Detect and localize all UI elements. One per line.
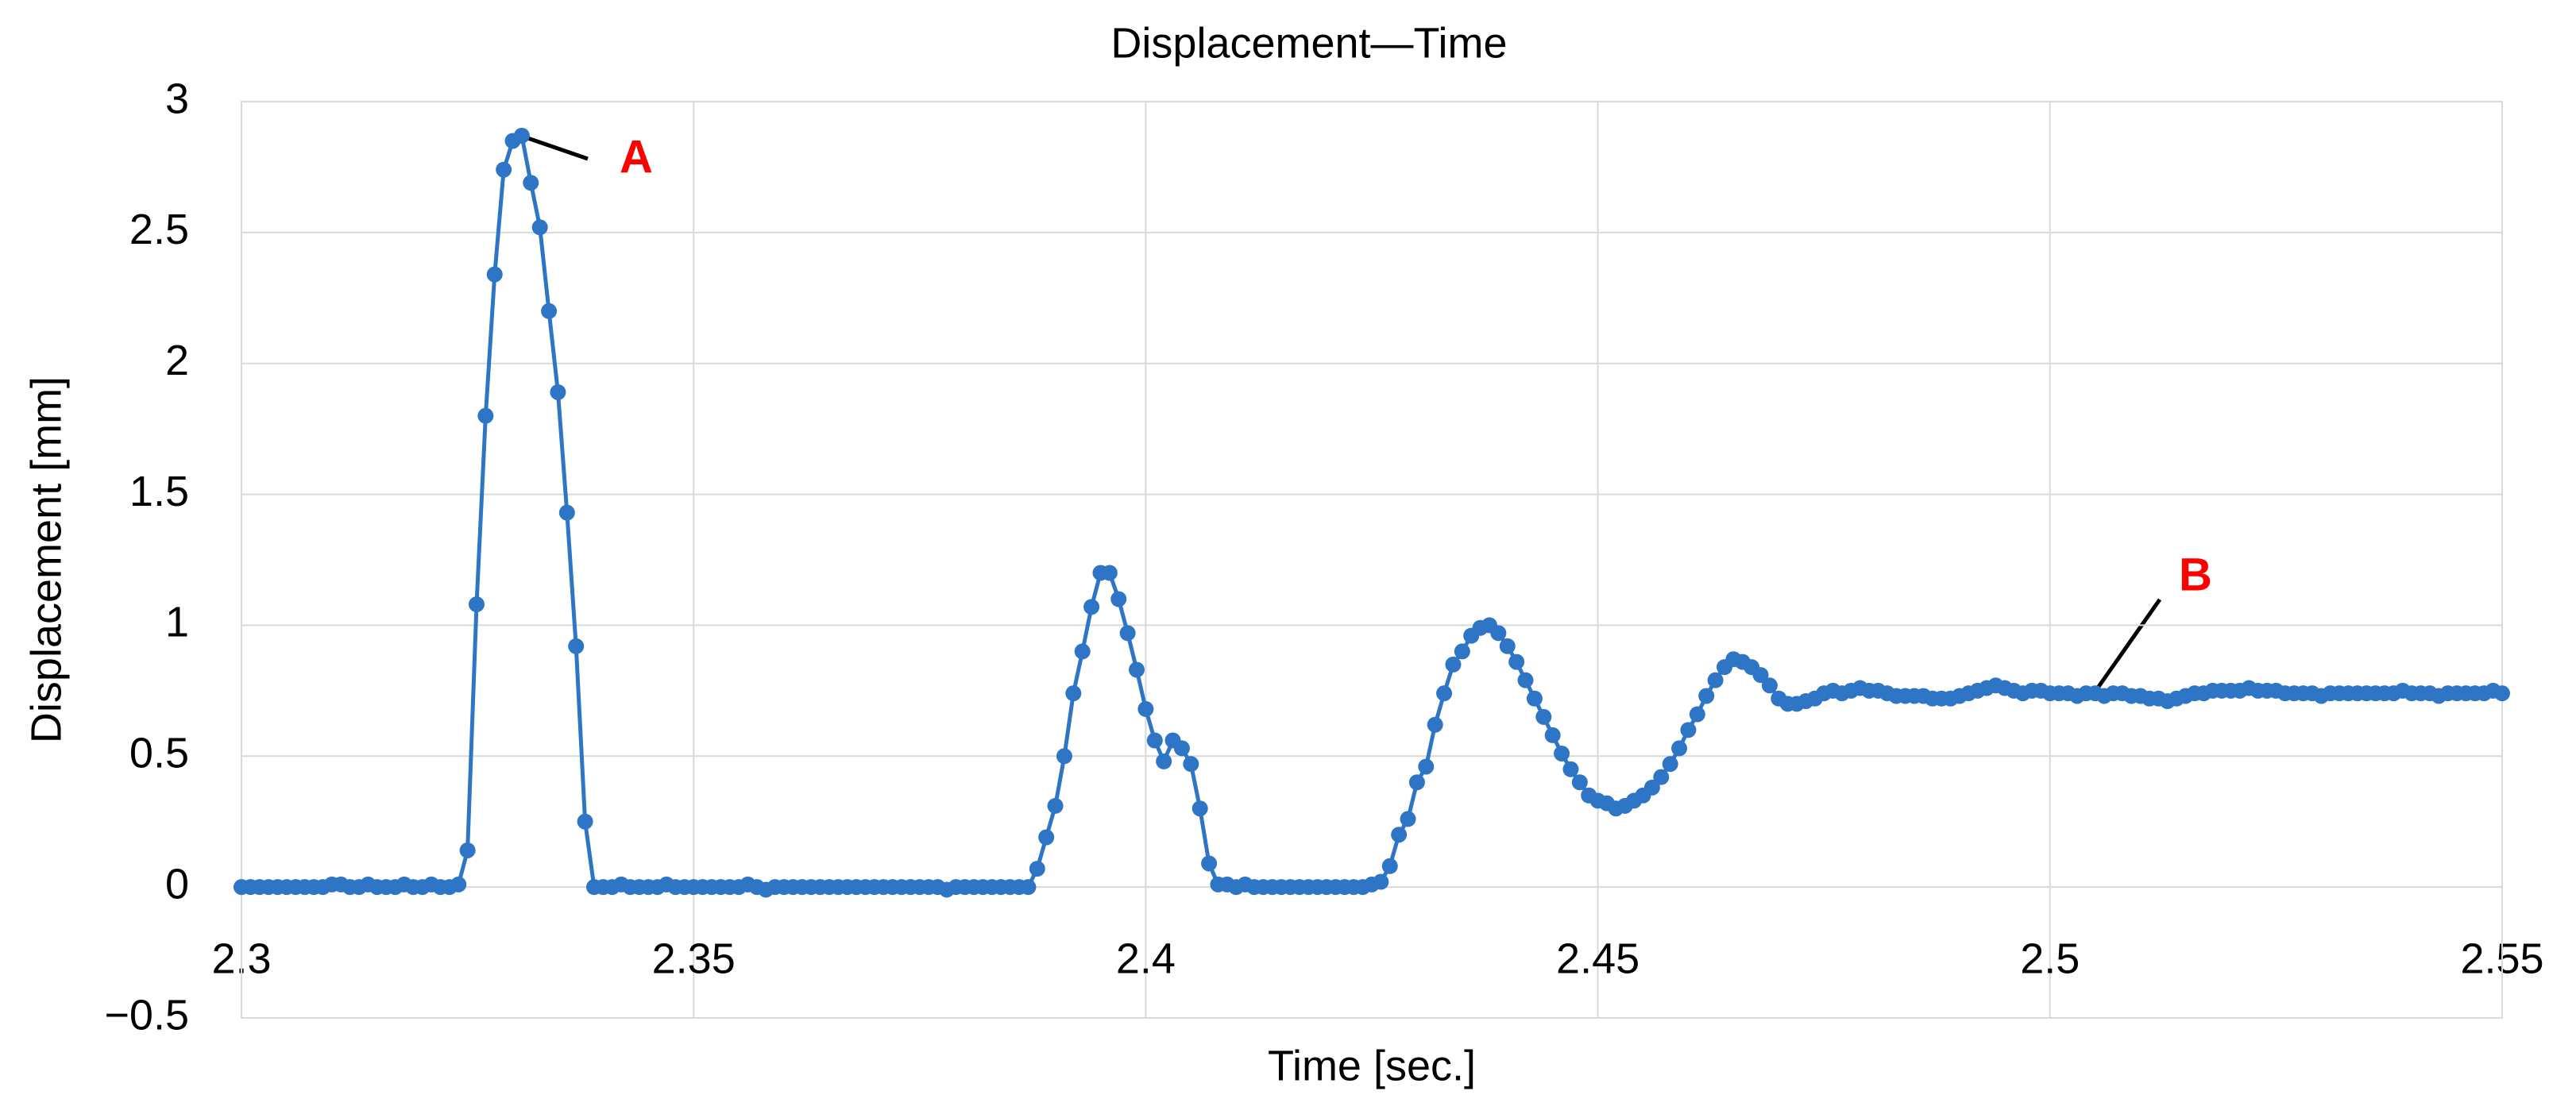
data-point bbox=[541, 303, 558, 319]
data-point bbox=[1056, 748, 1072, 765]
x-tick-label: 2.45 bbox=[1556, 935, 1639, 982]
data-point bbox=[1373, 873, 1389, 890]
data-point bbox=[1129, 661, 1145, 678]
y-tick-label: 0 bbox=[165, 860, 189, 908]
data-point bbox=[550, 384, 566, 400]
y-tick-label: 0.5 bbox=[129, 730, 189, 777]
x-axis-title: Time [sec.] bbox=[1268, 1042, 1476, 1089]
data-point bbox=[1183, 756, 1199, 773]
data-point bbox=[1408, 774, 1425, 791]
data-point bbox=[1201, 855, 1218, 872]
data-point bbox=[1662, 756, 1678, 773]
y-axis-title: Displacement [mm] bbox=[22, 376, 70, 743]
data-point bbox=[1381, 858, 1398, 874]
data-point bbox=[1671, 740, 1688, 757]
data-point bbox=[1146, 732, 1163, 749]
data-point bbox=[1571, 774, 1588, 791]
data-point bbox=[1156, 753, 1172, 769]
x-tick-label: 2.35 bbox=[652, 935, 736, 982]
data-point bbox=[1418, 758, 1435, 775]
y-tick-label: 2.5 bbox=[129, 206, 189, 253]
data-point bbox=[1490, 625, 1507, 642]
data-point bbox=[1400, 811, 1416, 827]
data-point bbox=[1517, 672, 1534, 688]
data-point bbox=[577, 813, 593, 830]
data-point bbox=[1029, 861, 1045, 877]
y-tick-label: 1.5 bbox=[129, 468, 189, 515]
data-point bbox=[1680, 722, 1697, 738]
data-point bbox=[513, 127, 530, 144]
y-tick-label: 2 bbox=[165, 337, 189, 384]
annotation-leader bbox=[2088, 598, 2162, 700]
data-point bbox=[1508, 653, 1525, 670]
data-point bbox=[1653, 769, 1670, 785]
data-point bbox=[523, 175, 539, 191]
data-point bbox=[1038, 829, 1055, 846]
chart-title: Displacement—Time bbox=[1110, 19, 1507, 67]
data-point bbox=[1544, 727, 1561, 743]
x-tick-label: 2.4 bbox=[1116, 935, 1176, 982]
data-point bbox=[1562, 761, 1579, 777]
data-point bbox=[1643, 779, 1660, 796]
data-point bbox=[558, 504, 575, 521]
data-point bbox=[1074, 643, 1091, 660]
data-point bbox=[1761, 677, 1778, 694]
data-point bbox=[496, 161, 512, 178]
x-tick-label: 2.5 bbox=[2020, 935, 2080, 982]
y-tick-label: 1 bbox=[165, 599, 189, 646]
data-point bbox=[1173, 740, 1190, 757]
data-point bbox=[450, 876, 467, 892]
data-point bbox=[1065, 685, 1082, 702]
data-point bbox=[486, 266, 503, 283]
data-line bbox=[241, 133, 2503, 892]
plot-border bbox=[241, 101, 2503, 1019]
data-point bbox=[531, 219, 548, 236]
data-point bbox=[1047, 797, 1064, 814]
data-point bbox=[1391, 827, 1408, 843]
data-point bbox=[1020, 879, 1037, 896]
y-tick-label: 3 bbox=[165, 75, 189, 122]
data-point bbox=[1689, 706, 1705, 723]
data-point bbox=[1526, 690, 1543, 707]
data-point bbox=[1119, 625, 1136, 642]
data-point bbox=[1191, 800, 1208, 817]
data-point bbox=[1101, 565, 1118, 581]
data-point bbox=[1535, 708, 1552, 725]
y-tick-label: −0.5 bbox=[104, 991, 189, 1039]
data-point bbox=[477, 407, 494, 424]
data-point bbox=[1436, 685, 1453, 702]
data-point bbox=[1698, 688, 1715, 704]
data-point bbox=[1454, 643, 1470, 660]
data-point bbox=[568, 638, 585, 654]
data-point bbox=[1445, 656, 1462, 673]
data-point bbox=[1083, 599, 1100, 615]
data-point bbox=[1752, 667, 1769, 684]
data-point bbox=[1554, 745, 1570, 761]
annotation-leader bbox=[518, 133, 589, 161]
data-point bbox=[1707, 672, 1724, 688]
data-point bbox=[468, 596, 485, 613]
data-point bbox=[1427, 716, 1443, 733]
annotation: A bbox=[620, 131, 653, 183]
data-point bbox=[1110, 591, 1127, 607]
data-point bbox=[1499, 638, 1516, 654]
data-point bbox=[1137, 700, 1154, 717]
data-point bbox=[459, 842, 476, 858]
annotation: B bbox=[2179, 549, 2212, 600]
data-point bbox=[2494, 685, 2510, 702]
